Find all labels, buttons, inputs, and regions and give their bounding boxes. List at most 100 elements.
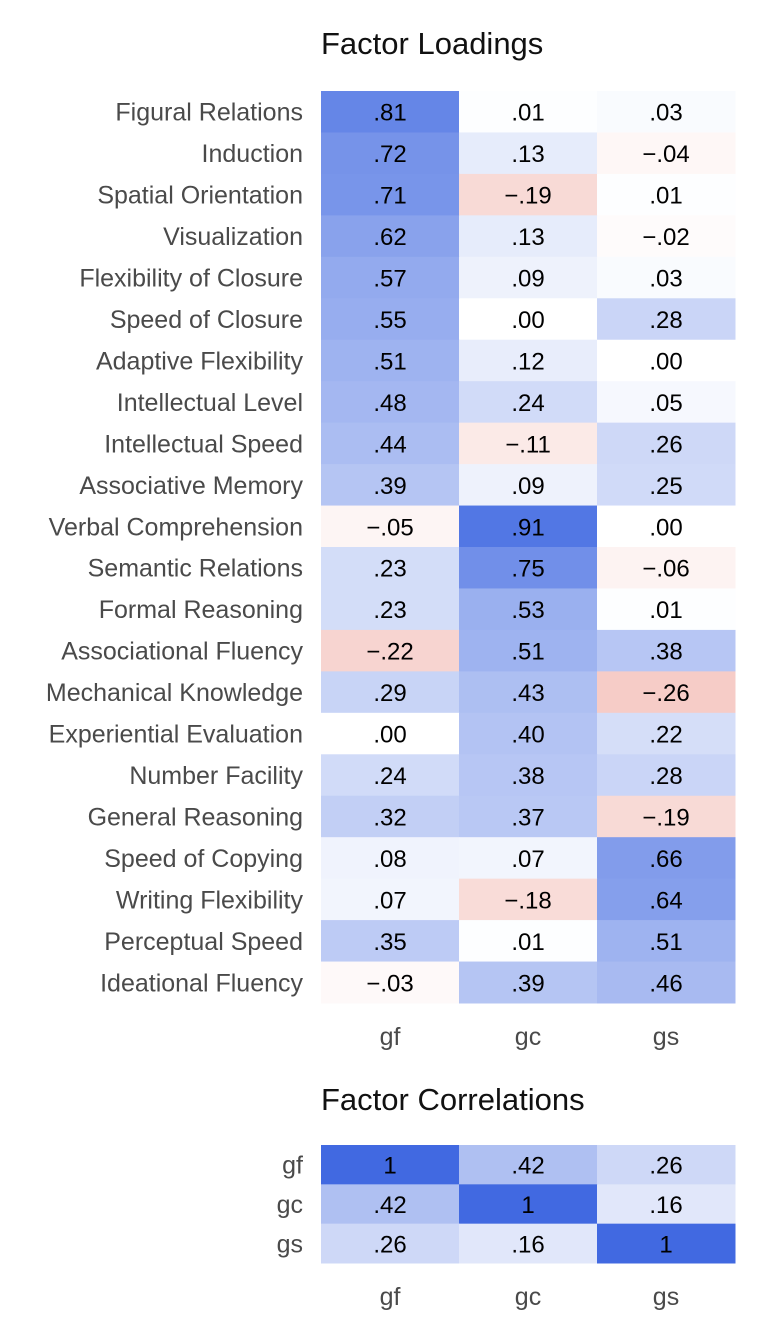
loadings-cell — [321, 588, 460, 631]
loadings-cell — [321, 173, 460, 216]
loadings-cell — [597, 339, 736, 382]
loadings-cell — [321, 505, 460, 548]
loadings-cell-value: .03 — [649, 100, 682, 127]
loadings-cell — [321, 132, 460, 175]
loadings-cell-value: −.03 — [366, 970, 413, 997]
loadings-cell-value: .03 — [649, 266, 682, 293]
loadings-cell — [321, 464, 460, 507]
loadings-cell-value: .00 — [649, 348, 682, 375]
loadings-cell-value: .07 — [511, 846, 544, 873]
loadings-cell-value: .37 — [511, 804, 544, 831]
loadings-cell-value: .32 — [373, 804, 406, 831]
loadings-cell-value: .22 — [649, 722, 682, 749]
loadings-cell — [459, 671, 598, 714]
loadings-cell-value: −.19 — [504, 183, 551, 210]
loadings-cell — [321, 837, 460, 880]
loadings-cell-value: .40 — [511, 722, 544, 749]
loadings-cell — [459, 381, 598, 424]
loadings-cell — [597, 381, 736, 424]
loadings-cell — [597, 920, 736, 963]
loadings-row-label: Spatial Orientation — [97, 182, 303, 210]
correlations-row-label: gf — [282, 1152, 303, 1180]
loadings-title: Factor Loadings — [321, 26, 544, 61]
loadings-cell-value: −.02 — [642, 224, 689, 251]
loadings-cell — [459, 464, 598, 507]
correlations-cell — [459, 1223, 598, 1264]
loadings-cell-value: .29 — [373, 680, 406, 707]
loadings-cell — [597, 837, 736, 880]
correlations-cell — [597, 1223, 736, 1264]
loadings-cell-value: .46 — [649, 970, 682, 997]
correlations-cell-value: .42 — [511, 1153, 544, 1180]
loadings-row-label: Perceptual Speed — [104, 928, 303, 956]
loadings-row-label: Formal Reasoning — [99, 596, 303, 624]
loadings-cell — [459, 298, 598, 341]
loadings-cell-value: .38 — [649, 639, 682, 666]
loadings-row-label: Speed of Copying — [104, 845, 303, 873]
loadings-cell — [459, 422, 598, 465]
loadings-cell-value: .00 — [649, 514, 682, 541]
correlations-cell-value: .16 — [511, 1231, 544, 1258]
loadings-cell — [597, 712, 736, 755]
loadings-cell-value: .72 — [373, 141, 406, 168]
loadings-row-label: General Reasoning — [88, 803, 303, 831]
loadings-row-label: Speed of Closure — [110, 306, 303, 334]
loadings-row-label: Visualization — [163, 223, 303, 251]
loadings-cell — [321, 878, 460, 921]
correlations-cell-value: .26 — [649, 1153, 682, 1180]
loadings-cell-value: .26 — [649, 431, 682, 458]
correlations-cell-value: .42 — [373, 1192, 406, 1219]
loadings-cell — [321, 920, 460, 963]
loadings-cell — [459, 91, 598, 133]
loadings-cell-value: .38 — [511, 763, 544, 790]
loadings-cell-value: .23 — [373, 556, 406, 583]
loadings-cell-value: .01 — [511, 929, 544, 956]
correlations-row-label: gc — [277, 1191, 303, 1219]
loadings-row-label: Verbal Comprehension — [49, 513, 303, 541]
loadings-cell-value: .09 — [511, 473, 544, 500]
loadings-cell — [321, 961, 460, 1004]
loadings-cell-value: .07 — [373, 887, 406, 914]
loadings-cell — [597, 961, 736, 1004]
loadings-cell-value: −.04 — [642, 141, 689, 168]
loadings-cell — [597, 464, 736, 507]
correlations-column-label: gs — [653, 1283, 679, 1311]
correlations-cell-value: 1 — [659, 1231, 672, 1258]
loadings-cell-value: .66 — [649, 846, 682, 873]
loadings-cell — [459, 837, 598, 880]
correlations-cell-value: .26 — [373, 1231, 406, 1258]
loadings-cell-value: .01 — [649, 183, 682, 210]
correlations-cell — [321, 1145, 460, 1185]
loadings-column-label: gf — [380, 1023, 401, 1051]
loadings-cell — [597, 505, 736, 548]
correlations-cell — [459, 1184, 598, 1225]
loadings-cell — [597, 91, 736, 133]
loadings-cell-value: .35 — [373, 929, 406, 956]
loadings-cell — [459, 754, 598, 797]
loadings-cell-value: .08 — [373, 846, 406, 873]
loadings-cell — [597, 173, 736, 216]
correlations-column-label: gf — [380, 1283, 401, 1311]
loadings-cell — [321, 339, 460, 382]
loadings-cell — [459, 961, 598, 1004]
loadings-cell — [459, 920, 598, 963]
loadings-cell-value: .01 — [511, 100, 544, 127]
loadings-cell — [597, 754, 736, 797]
loadings-cell-value: −.18 — [504, 887, 551, 914]
loadings-cell — [321, 215, 460, 258]
correlations-cell-value: .16 — [649, 1192, 682, 1219]
loadings-cell-value: .81 — [373, 100, 406, 127]
loadings-cell — [459, 132, 598, 175]
loadings-cell — [459, 629, 598, 672]
loadings-cell-value: .51 — [373, 348, 406, 375]
loadings-cell — [321, 298, 460, 341]
loadings-cell-value: −.06 — [642, 556, 689, 583]
loadings-cell-value: .13 — [511, 224, 544, 251]
loadings-cell-value: .13 — [511, 141, 544, 168]
loadings-cell — [597, 795, 736, 838]
loadings-cell — [459, 712, 598, 755]
loadings-cell — [459, 173, 598, 216]
loadings-cell — [597, 878, 736, 921]
loadings-cell-value: .57 — [373, 266, 406, 293]
